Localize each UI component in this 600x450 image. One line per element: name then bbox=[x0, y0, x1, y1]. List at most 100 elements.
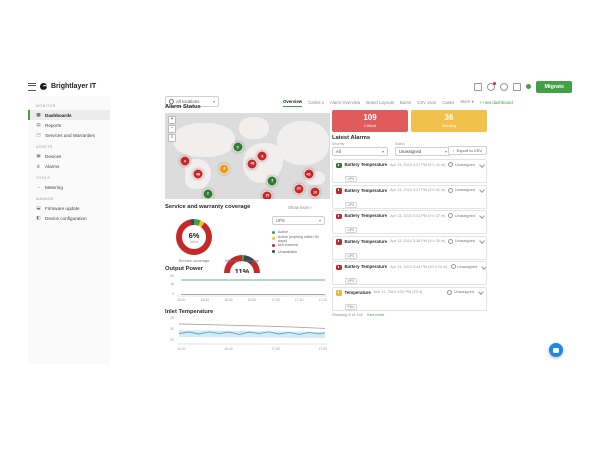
sidebar-item-dashboards[interactable]: ▦ Dashboards bbox=[28, 110, 110, 120]
alarm-time: Apr 13, 2024 3:38 PM (9 h 30 m) bbox=[390, 239, 446, 243]
alarm-title: Battery Temperature bbox=[344, 213, 388, 218]
download-icon: ↓ bbox=[452, 148, 455, 153]
notification-badge bbox=[493, 81, 497, 85]
chevron-down-icon[interactable] bbox=[478, 289, 484, 295]
sidebar-item-firmware-update[interactable]: ⬓ Firmware update bbox=[28, 203, 110, 213]
map-marker[interactable]: 45 bbox=[246, 158, 258, 170]
legend-dot-not-covered bbox=[272, 243, 276, 247]
sidebar-item-devices[interactable]: ▣ Devices bbox=[28, 151, 110, 161]
legend-dot-active bbox=[272, 230, 276, 234]
tab-carlos[interactable]: Carlos s bbox=[308, 100, 324, 105]
chevron-down-icon[interactable] bbox=[479, 238, 485, 244]
menu-icon[interactable] bbox=[28, 82, 36, 91]
see-more-link[interactable]: See more bbox=[367, 312, 385, 317]
map-marker[interactable]: 15 bbox=[261, 190, 273, 199]
chevron-down-icon: ▾ bbox=[212, 99, 215, 104]
location-filter-select[interactable]: All locations ▾ bbox=[165, 96, 219, 107]
alarm-row[interactable]: Battery Temperature Apr 13, 2024 3:31 PM … bbox=[332, 210, 487, 234]
coverage-show-more-link[interactable]: Show more › bbox=[288, 205, 313, 210]
tab-brand-layouts[interactable]: Brand Layouts bbox=[366, 100, 394, 105]
sidebar-item-device-configuration[interactable]: ◧ Device configuration bbox=[28, 213, 110, 223]
sidebar-section-label: MONITOR bbox=[36, 104, 56, 108]
assignee-status[interactable]: Unassigned bbox=[448, 187, 475, 193]
sidebar-item-label: Devices bbox=[45, 153, 62, 159]
alarm-tag: UPS bbox=[344, 176, 358, 182]
tab-alarm-overview[interactable]: Alarm Overview bbox=[329, 100, 361, 105]
alarm-time: Mar 21, 2024 4:50 PM (23 d) bbox=[373, 290, 423, 294]
status-filter-select[interactable]: Unassigned ▾ bbox=[395, 147, 451, 156]
chevron-down-icon[interactable] bbox=[481, 263, 486, 270]
person-icon bbox=[447, 289, 453, 295]
map-marker[interactable]: 4 bbox=[179, 155, 191, 167]
x-tick: 17:20 bbox=[318, 347, 327, 351]
tab-csv-json[interactable]: CSV Json bbox=[417, 100, 437, 105]
map-marker[interactable]: 4 bbox=[218, 163, 230, 175]
coverage-filter-select[interactable]: UPS ▾ bbox=[272, 216, 325, 225]
legend-label: Active bbox=[277, 230, 288, 235]
assignee-status[interactable]: Unassigned bbox=[448, 213, 475, 218]
alarm-title: Battery Temperature bbox=[344, 187, 388, 193]
alarm-row[interactable]: Temperature Mar 21, 2024 4:50 PM (23 d) Un… bbox=[332, 286, 487, 311]
coverage-legend: Active Active (expiring within 90 days) … bbox=[272, 229, 328, 255]
export-csv-button[interactable]: ↓ Export to CSV bbox=[447, 146, 487, 155]
assignee-status[interactable]: Unassigned bbox=[448, 162, 475, 167]
assignee-status[interactable]: Unassigned bbox=[448, 238, 475, 244]
map-fullscreen-button[interactable]: ⌕ bbox=[168, 134, 176, 142]
map-marker[interactable]: 45 bbox=[303, 168, 315, 180]
notifications-bell-icon[interactable] bbox=[487, 81, 497, 91]
map-marker[interactable]: 20 bbox=[293, 183, 305, 195]
showing-count: Showing 6 of 142 bbox=[332, 312, 363, 317]
sidebar-item-label: Metering bbox=[45, 184, 63, 190]
chat-fab-button[interactable] bbox=[549, 343, 563, 357]
severity-filter-label: Severity bbox=[332, 142, 345, 146]
alarm-filters: Severity All ▾ Status Unassigned ▾ ↓ Export… bbox=[332, 142, 487, 156]
chevron-down-icon[interactable] bbox=[479, 187, 485, 193]
devices-icon: ▣ bbox=[36, 153, 41, 158]
alarm-row[interactable]: Battery Temperature Apr 13, 2024 3:27 PM … bbox=[332, 159, 487, 183]
alarm-title: Battery Temperature bbox=[344, 238, 388, 244]
sidebar-item-services-warranties[interactable]: ◳ Services and Warranties bbox=[28, 130, 110, 140]
apps-grid-icon[interactable] bbox=[474, 82, 483, 91]
tab-overview[interactable]: Overview bbox=[283, 99, 303, 107]
assignee-status[interactable]: Unassigned bbox=[450, 264, 477, 269]
chevron-down-icon: ▾ bbox=[381, 149, 384, 154]
alarm-row[interactable]: Battery Temperature Apr 13, 2024 3:38 PM … bbox=[332, 235, 487, 260]
alarm-status-title: Alarm Status bbox=[165, 104, 201, 110]
sidebar-item-metering[interactable]: ◔ Metering bbox=[28, 182, 110, 192]
map-zoom-in-button[interactable]: + bbox=[168, 116, 176, 124]
tab-cases[interactable]: Cases bbox=[442, 100, 455, 105]
critical-summary-card[interactable]: 109 Critical bbox=[332, 110, 408, 132]
world-map[interactable]: + − ⌕ 4 48 4 5 8 45 3 45 20 10 2 15 bbox=[165, 113, 330, 199]
sidebar-item-reports[interactable]: ▤ Reports bbox=[28, 120, 110, 130]
migrate-button[interactable]: Migrate bbox=[536, 80, 572, 93]
tab-more[interactable]: More ▾ bbox=[460, 99, 474, 104]
warning-summary-card[interactable]: 36 Warning bbox=[411, 110, 487, 132]
map-zoom-out-button[interactable]: − bbox=[168, 125, 176, 133]
map-marker[interactable]: 48 bbox=[192, 168, 204, 180]
person-icon bbox=[448, 213, 454, 218]
alarm-tag: UPS bbox=[344, 227, 358, 233]
map-marker[interactable]: 8 bbox=[256, 150, 268, 162]
map-landmass bbox=[277, 121, 329, 165]
map-marker[interactable]: 5 bbox=[232, 141, 244, 153]
severity-filter-select[interactable]: All ▾ bbox=[332, 147, 388, 156]
map-marker[interactable]: 3 bbox=[266, 175, 278, 187]
chevron-down-icon: ▾ bbox=[318, 218, 321, 223]
map-marker[interactable]: 2 bbox=[202, 188, 214, 199]
chevron-down-icon[interactable] bbox=[479, 161, 485, 168]
help-icon[interactable] bbox=[500, 82, 509, 91]
alarm-list-footer: Showing 6 of 142 See more bbox=[332, 312, 487, 317]
chevron-down-icon[interactable] bbox=[479, 212, 485, 219]
map-marker[interactable]: 10 bbox=[309, 186, 321, 198]
assignee-status[interactable]: Unassigned bbox=[447, 289, 474, 295]
sidebar-item-alarms[interactable]: ◭ Alarms bbox=[28, 161, 110, 171]
settings-gear-icon[interactable] bbox=[513, 82, 522, 91]
x-tick: 16:40 bbox=[224, 347, 233, 351]
x-tick: 17:10 bbox=[294, 298, 304, 302]
reports-icon: ▤ bbox=[36, 122, 41, 127]
map-landmass bbox=[239, 117, 269, 139]
tab-burns[interactable]: Burns bbox=[399, 100, 412, 105]
alarm-row[interactable]: Battery Temperature Apr 13, 2024 3:44 PM … bbox=[332, 261, 487, 285]
new-dashboard-button[interactable]: + new dashboard bbox=[479, 100, 513, 105]
alarm-row[interactable]: Battery Temperature Apr 13, 2024 3:27 PM … bbox=[332, 184, 487, 209]
